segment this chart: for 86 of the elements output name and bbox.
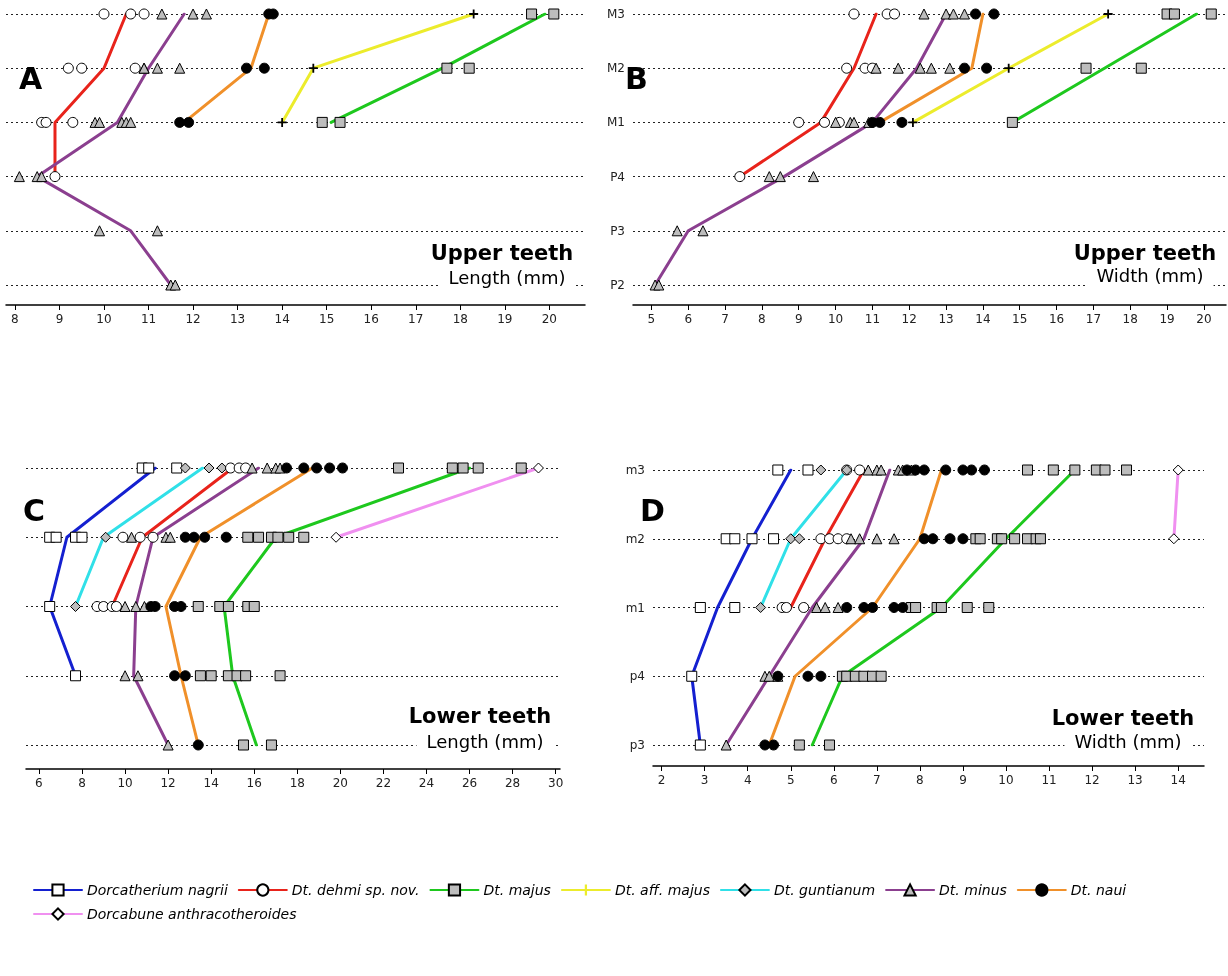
x-tick-label: 13 xyxy=(229,312,246,326)
legend-label: Dt. naui xyxy=(1070,882,1127,898)
text: Upper teeth xyxy=(1073,240,1217,265)
text: D xyxy=(640,492,665,528)
legend-label: Dt. guntianum xyxy=(773,882,876,898)
x-tick-label: 16 xyxy=(1048,312,1065,326)
y-tick-label: m2 xyxy=(625,531,645,546)
x-tick-label: 12 xyxy=(1084,773,1100,787)
x-tick-label: 8 xyxy=(78,776,86,790)
x-tick-label: 28 xyxy=(504,776,521,790)
x-tick-label: 14 xyxy=(274,312,290,326)
x-tick-label: 19 xyxy=(1159,312,1175,326)
x-tick-label: 7 xyxy=(721,312,729,326)
x-tick-label: 6 xyxy=(684,312,693,326)
x-tick-label: 15 xyxy=(1012,312,1028,326)
legend-label: Dorcatherium nagrii xyxy=(87,882,228,898)
x-tick-label: 6 xyxy=(829,773,838,787)
x-tick-label: 20 xyxy=(332,776,349,790)
x-tick-label: 16 xyxy=(246,776,262,790)
x-tick-label: 9 xyxy=(794,312,803,326)
x-tick-label: 14 xyxy=(975,312,991,326)
x-tick-label: 5 xyxy=(786,773,795,787)
x-tick-label: 17 xyxy=(408,312,424,326)
text: Lower teeth xyxy=(408,703,552,728)
x-tick-label: 15 xyxy=(319,312,335,326)
x-tick-label: 19 xyxy=(497,312,513,326)
x-tick-label: 10 xyxy=(117,776,133,790)
y-tick-label: P2 xyxy=(610,278,625,292)
x-tick-label: 6 xyxy=(35,776,43,790)
x-tick-label: 12 xyxy=(160,776,176,790)
x-tick-label: 3 xyxy=(700,773,709,787)
legend-label: Dt. aff. majus xyxy=(614,882,710,898)
x-tick-label: 9 xyxy=(55,312,64,326)
text: A xyxy=(19,60,43,96)
x-tick-label: 10 xyxy=(827,312,844,326)
x-tick-label: 9 xyxy=(959,773,967,787)
y-tick-label: m1 xyxy=(625,600,645,615)
y-tick-label: p3 xyxy=(629,738,645,752)
x-tick-label: 17 xyxy=(1085,312,1102,326)
legend-label: Dt. minus xyxy=(939,882,1007,898)
x-tick-label: 18 xyxy=(452,312,468,326)
x-tick-label: 5 xyxy=(647,312,656,326)
y-tick-label: P3 xyxy=(610,223,625,238)
x-tick-label: 7 xyxy=(873,773,881,787)
x-tick-label: 18 xyxy=(1122,312,1138,326)
y-tick-label: M1 xyxy=(607,115,625,130)
x-tick-label: 16 xyxy=(363,312,379,326)
x-tick-label: 20 xyxy=(541,312,558,326)
text: C xyxy=(23,492,46,528)
x-tick-label: 10 xyxy=(96,312,112,326)
x-axis-title: Length (mm) xyxy=(448,266,566,288)
x-axis-title: Width (mm) xyxy=(1096,264,1204,286)
x-tick-label: 2 xyxy=(657,773,666,787)
x-tick-label: 11 xyxy=(140,312,157,326)
x-tick-label: 13 xyxy=(1127,773,1143,787)
text: B xyxy=(625,60,648,96)
y-tick-label: P4 xyxy=(610,169,625,184)
legend-label: Dt. dehmi sp. nov. xyxy=(291,882,420,898)
x-tick-label: 11 xyxy=(864,312,881,326)
x-tick-label: 14 xyxy=(203,776,219,790)
x-tick-label: 8 xyxy=(758,312,766,326)
x-tick-label: 24 xyxy=(418,776,435,790)
x-tick-label: 12 xyxy=(901,312,917,326)
x-axis-title: Width (mm) xyxy=(1074,730,1182,752)
x-tick-label: 4 xyxy=(743,773,752,787)
x-tick-label: 20 xyxy=(1196,312,1212,326)
y-tick-label: M3 xyxy=(607,7,625,21)
text: Lower teeth xyxy=(1051,705,1195,730)
legend-label: Dorcabune anthracotheroides xyxy=(87,906,297,922)
x-tick-label: 10 xyxy=(998,773,1014,787)
x-axis-title: Length (mm) xyxy=(426,730,544,752)
text: Upper teeth xyxy=(430,240,574,265)
y-tick-label: p4 xyxy=(629,669,645,684)
x-tick-label: 30 xyxy=(548,776,564,790)
x-tick-label: 8 xyxy=(916,773,924,787)
x-tick-label: 13 xyxy=(938,312,954,326)
x-tick-label: 12 xyxy=(185,312,201,326)
x-tick-label: 18 xyxy=(289,776,305,790)
x-tick-label: 22 xyxy=(375,776,392,790)
x-tick-label: 26 xyxy=(461,776,478,790)
x-tick-label: 14 xyxy=(1170,773,1186,787)
y-tick-label: M2 xyxy=(607,61,625,76)
x-tick-label: 11 xyxy=(1041,773,1057,787)
legend-label: Dt. majus xyxy=(483,882,551,898)
y-tick-label: m3 xyxy=(625,463,645,477)
x-tick-label: 8 xyxy=(11,312,19,326)
